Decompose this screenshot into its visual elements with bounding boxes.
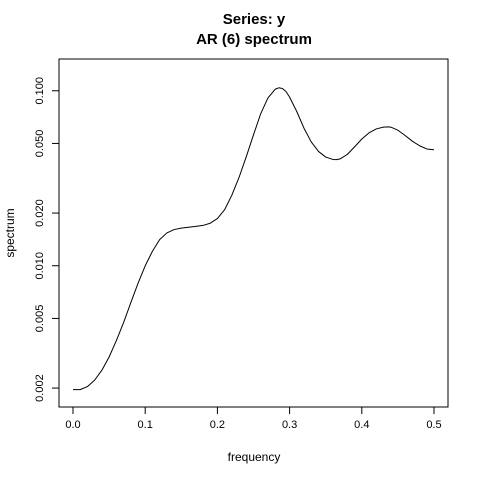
chart-subtitle: AR (6) spectrum <box>196 31 312 48</box>
y-tick-label: 0.005 <box>34 305 46 333</box>
y-tick-label: 0.100 <box>34 77 46 105</box>
y-axis: 0.002 0.005 0.010 0.020 0.050 0.100 <box>34 77 60 402</box>
plot-frame <box>58 58 449 408</box>
y-tick-label: 0.002 <box>34 374 46 402</box>
x-axis: 0.0 0.1 0.2 0.3 0.4 0.5 <box>65 406 442 431</box>
y-axis-label: spectrum <box>3 208 17 257</box>
chart-title: Series: y <box>223 11 286 28</box>
x-tick-label: 0.3 <box>282 419 297 431</box>
spectrum-line <box>73 87 435 391</box>
x-tick-label: 0.5 <box>426 419 441 431</box>
y-tick-label: 0.050 <box>34 130 46 158</box>
x-tick-label: 0.0 <box>65 419 80 431</box>
x-tick-label: 0.4 <box>354 419 369 431</box>
x-tick-label: 0.2 <box>210 419 225 431</box>
x-axis-label: frequency <box>228 450 281 464</box>
y-tick-label: 0.010 <box>34 252 46 280</box>
y-tick-label: 0.020 <box>34 199 46 227</box>
x-tick-label: 0.1 <box>138 419 153 431</box>
series-lines <box>73 87 435 391</box>
